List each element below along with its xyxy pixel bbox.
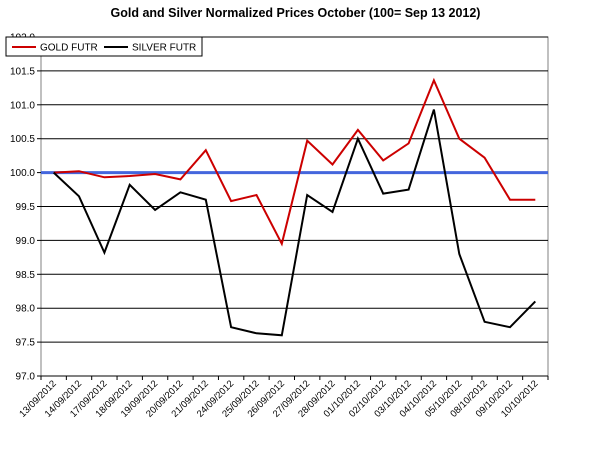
y-tick-label: 101.5 [10, 66, 35, 77]
y-tick-label: 100.5 [10, 134, 35, 145]
legend: GOLD FUTR SILVER FUTR [5, 36, 203, 57]
x-axis: 13/09/201214/09/201217/09/201218/09/2012… [17, 376, 549, 420]
series-line-silver [53, 109, 537, 337]
series-lines [53, 77, 537, 337]
y-tick-label: 98.5 [16, 270, 36, 281]
y-axis: 97.0 97.5 98.0 98.5 99.0 99.5 100.0 100.5 101.0 1… [10, 33, 41, 383]
legend-label: SILVER FUTR [132, 43, 196, 54]
series-line-gold [53, 77, 536, 247]
y-tick-label: 97.5 [16, 338, 36, 349]
y-tick-label: 97.0 [16, 372, 36, 383]
y-tick-label: 99.5 [16, 202, 36, 213]
y-tick-label: 100.0 [10, 168, 35, 179]
y-tick-label: 98.0 [16, 304, 36, 315]
y-tick-label: 99.0 [16, 236, 36, 247]
y-tick-label: 101.0 [10, 100, 35, 111]
legend-label: GOLD FUTR [40, 43, 98, 54]
chart-title: Gold and Silver Normalized Prices Octobe… [110, 6, 481, 20]
